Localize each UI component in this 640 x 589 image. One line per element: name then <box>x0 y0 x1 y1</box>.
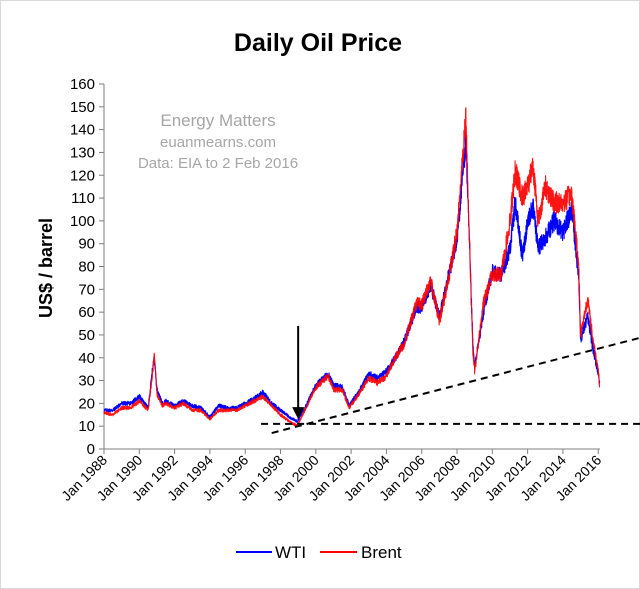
watermark-line-1: Energy Matters <box>160 111 275 130</box>
series-line-wti <box>103 132 601 424</box>
y-tick-label: 160 <box>70 76 95 93</box>
series-lines <box>103 107 601 428</box>
y-tick-label: 80 <box>78 259 95 276</box>
series-line-brent <box>103 107 601 428</box>
y-tick-label: 120 <box>70 167 95 184</box>
watermark: Energy Matters euanmearns.com Data: EIA … <box>138 111 298 172</box>
y-tick-label: 10 <box>78 418 95 435</box>
arrow-head <box>292 407 305 420</box>
y-tick-label: 50 <box>78 327 95 344</box>
y-tick-label: 70 <box>78 281 95 298</box>
y-tick-label: 110 <box>71 190 95 207</box>
annotations <box>261 325 640 434</box>
axes <box>99 83 600 454</box>
legend-label-wti: WTI <box>275 543 306 562</box>
trend-dashed-line <box>271 336 640 434</box>
chart-title: Daily Oil Price <box>234 29 402 57</box>
y-tick-label: 40 <box>78 350 95 367</box>
legend: WTI Brent <box>236 543 402 562</box>
y-tick-label: 60 <box>78 304 95 321</box>
y-tick-label: 20 <box>78 395 95 412</box>
y-tick-label: 130 <box>70 144 95 161</box>
y-tick-labels: 0 10 20 30 40 50 60 70 80 90 100 110 120 130 140 150 160 <box>70 76 95 458</box>
y-tick-label: 0 <box>87 441 95 458</box>
y-tick-label: 30 <box>78 373 95 390</box>
y-tick-label: 150 <box>70 99 95 116</box>
watermark-line-2: euanmearns.com <box>160 134 276 151</box>
y-tick-label: 90 <box>78 236 95 253</box>
watermark-line-3: Data: EIA to 2 Feb 2016 <box>138 155 298 172</box>
y-tick-label: 100 <box>70 213 95 230</box>
legend-label-brent: Brent <box>361 543 402 562</box>
y-tick-label: 140 <box>70 122 95 139</box>
y-axis-label: US$ / barrel <box>36 218 56 318</box>
